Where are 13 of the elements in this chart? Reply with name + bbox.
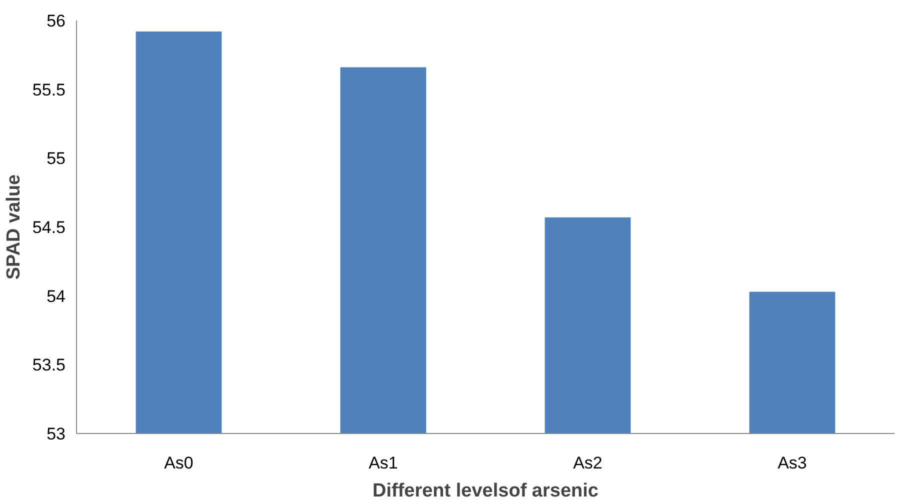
x-tick-label: As2 <box>573 454 602 472</box>
y-tick-label: 55.5 <box>32 80 66 100</box>
y-tick-label: 55 <box>46 149 66 168</box>
y-tick-label: 54 <box>46 286 66 306</box>
x-tick-label: As1 <box>368 454 398 472</box>
y-tick-label: 53.5 <box>32 356 66 375</box>
y-axis-title: SPAD value <box>3 174 24 280</box>
y-tick-label: 53 <box>46 424 66 444</box>
x-tick-label: As3 <box>778 454 807 472</box>
x-axis-title: Different levelsof arsenic <box>372 480 599 502</box>
x-tick-label: As0 <box>164 454 194 472</box>
y-tick-label: 56 <box>46 12 66 30</box>
y-tick-label: 54.5 <box>32 218 66 237</box>
